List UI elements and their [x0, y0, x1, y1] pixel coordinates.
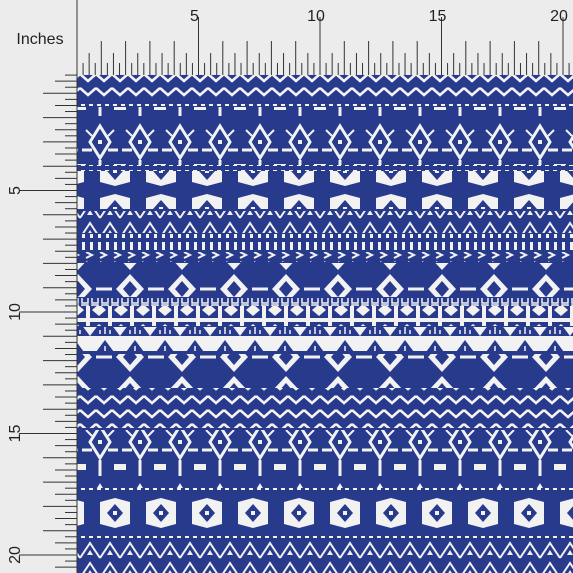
motif-band: [77, 107, 573, 165]
motif-band: [77, 430, 573, 488]
dot-row: [77, 488, 573, 494]
left-ruler-label: 20: [7, 546, 24, 564]
top-ruler-label: 15: [429, 8, 447, 25]
ruler-unit: Inches: [16, 31, 63, 48]
hexagon-band: [77, 171, 573, 209]
box-band: [77, 306, 573, 326]
dot-row: [77, 101, 573, 107]
fabric: [77, 75, 573, 573]
square-row: [77, 298, 573, 306]
bar-band: [77, 234, 573, 250]
white-triangle-band: [77, 327, 573, 351]
triangle-band: [77, 540, 573, 573]
left-ruler-label: 10: [7, 303, 24, 321]
left-ruler-label: 5: [7, 186, 24, 195]
top-ruler-label: 10: [307, 8, 325, 25]
hexagon-band: [77, 494, 573, 532]
diamond-band: [77, 263, 573, 297]
triangle-band: [77, 211, 573, 233]
zigzag-band: [77, 388, 573, 428]
zigzag-band: [77, 75, 573, 101]
top-ruler-label: 20: [550, 8, 568, 25]
dot-row: [77, 165, 573, 171]
arrow-band: [77, 252, 573, 262]
top-ruler-label: 5: [190, 8, 199, 25]
ruler-ticks: [19, 0, 570, 573]
diamond-band: [77, 354, 573, 388]
dot-row: [77, 534, 573, 540]
left-ruler-label: 15: [7, 425, 24, 443]
